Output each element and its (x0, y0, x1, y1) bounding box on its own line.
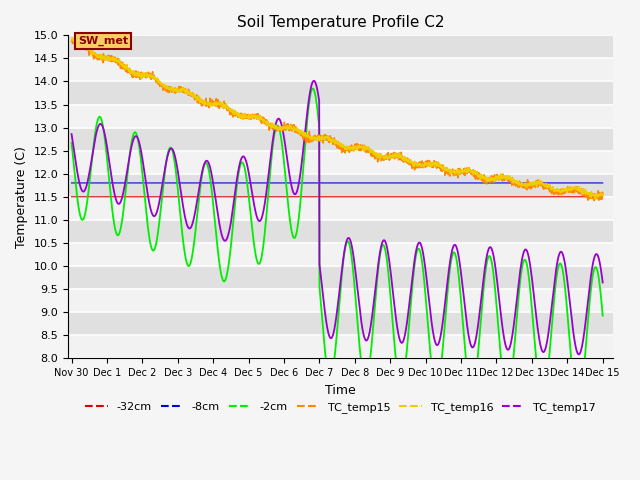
Bar (68, 105, 613, 128)
X-axis label: Time: Time (325, 384, 356, 396)
Legend: -32cm, -8cm, -2cm, TC_temp15, TC_temp16, TC_temp17: -32cm, -8cm, -2cm, TC_temp15, TC_temp16,… (81, 397, 600, 417)
Bar (68, 151, 613, 174)
Bar (68, 335, 613, 358)
Bar (68, 289, 613, 312)
Y-axis label: Temperature (C): Temperature (C) (15, 146, 28, 248)
Title: Soil Temperature Profile C2: Soil Temperature Profile C2 (237, 15, 444, 30)
Bar (68, 197, 613, 220)
Text: SW_met: SW_met (78, 36, 128, 46)
Bar (68, 59, 613, 82)
Bar (68, 243, 613, 266)
